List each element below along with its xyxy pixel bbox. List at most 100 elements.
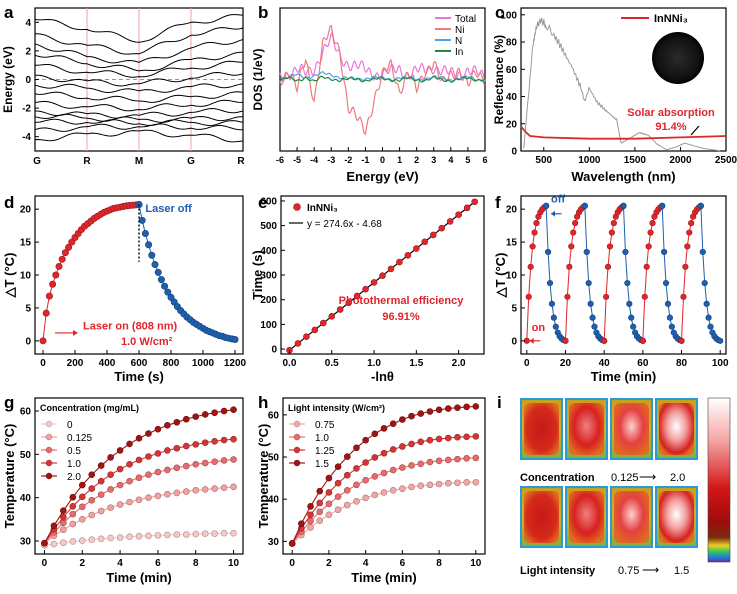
x-tick-label: 6 bbox=[155, 558, 161, 569]
data-point bbox=[344, 502, 350, 508]
y-tick-label: 20 bbox=[506, 119, 518, 130]
x-axis-label: Time (min) bbox=[106, 570, 172, 585]
data-point bbox=[399, 443, 405, 449]
legend-label: 1.5 bbox=[315, 459, 329, 470]
legend-marker bbox=[294, 434, 300, 440]
data-point bbox=[390, 421, 396, 427]
data-point bbox=[308, 518, 314, 524]
x-tick-label: 500 bbox=[535, 155, 552, 166]
on-label: on bbox=[532, 322, 546, 334]
data-point bbox=[661, 249, 667, 255]
data-point bbox=[40, 338, 46, 344]
y-tick-label: 60 bbox=[506, 65, 518, 76]
data-point bbox=[685, 244, 691, 250]
data-point bbox=[145, 495, 151, 501]
data-point bbox=[344, 472, 350, 478]
intensity-range-start: 0.75 bbox=[618, 565, 639, 577]
x-tick-label: 1000 bbox=[192, 358, 215, 369]
data-point bbox=[60, 527, 66, 533]
x-tick-label: 1200 bbox=[224, 358, 247, 369]
x-axis-label: Time (s) bbox=[114, 369, 164, 384]
data-point bbox=[158, 276, 164, 282]
data-point bbox=[98, 536, 104, 542]
data-point bbox=[174, 419, 180, 425]
data-point bbox=[212, 531, 218, 537]
y-axis-label: Temperature (°C) bbox=[2, 424, 17, 529]
data-point bbox=[584, 249, 590, 255]
colorbar bbox=[708, 398, 730, 562]
x-tick-label: R bbox=[237, 156, 245, 167]
data-point bbox=[344, 487, 350, 493]
data-point bbox=[436, 481, 442, 487]
data-point bbox=[145, 431, 151, 437]
data-point bbox=[445, 406, 451, 412]
data-point bbox=[193, 414, 199, 420]
data-point bbox=[700, 249, 706, 255]
data-point bbox=[231, 436, 237, 442]
laser-off-label: Laser off bbox=[145, 203, 192, 215]
y-axis-label: △T (°C) bbox=[493, 253, 508, 299]
legend-marker bbox=[46, 434, 52, 440]
data-point bbox=[704, 301, 710, 307]
y-tick-label: 40 bbox=[506, 92, 518, 103]
data-point bbox=[427, 437, 433, 443]
sample-photo-disk bbox=[652, 32, 704, 84]
legend-marker bbox=[294, 447, 300, 453]
data-point bbox=[174, 445, 180, 451]
data-point bbox=[363, 460, 369, 466]
data-point bbox=[381, 489, 387, 495]
data-point bbox=[570, 230, 576, 236]
data-point bbox=[665, 301, 671, 307]
data-point bbox=[202, 486, 208, 492]
data-point bbox=[611, 220, 617, 226]
data-point bbox=[117, 502, 123, 508]
y-tick-label: 5 bbox=[511, 303, 517, 314]
data-point bbox=[335, 464, 341, 470]
y-tick-label: 5 bbox=[25, 303, 31, 314]
data-point bbox=[117, 535, 123, 541]
data-point bbox=[183, 532, 189, 538]
x-tick-label: 1000 bbox=[578, 155, 601, 166]
y-axis-label: DOS (1/eV) bbox=[251, 48, 265, 110]
cooling-line bbox=[662, 206, 681, 341]
data-point bbox=[337, 307, 343, 313]
cooling-line bbox=[585, 206, 604, 341]
legend-label: InNNi₃ bbox=[307, 203, 338, 214]
x-tick-label: 400 bbox=[99, 358, 116, 369]
x-tick-label: 4 bbox=[448, 155, 453, 165]
legend-marker bbox=[46, 447, 52, 453]
data-point bbox=[289, 540, 295, 546]
y-tick-label: 30 bbox=[20, 537, 32, 548]
data-point bbox=[399, 417, 405, 423]
data-point bbox=[625, 280, 631, 286]
x-tick-label: -2 bbox=[344, 155, 352, 165]
thermal-hotspot bbox=[569, 491, 604, 543]
data-point bbox=[303, 334, 309, 340]
y-tick-label: 15 bbox=[20, 238, 32, 249]
data-point bbox=[436, 436, 442, 442]
data-point bbox=[183, 443, 189, 449]
panel-label: d bbox=[4, 193, 14, 212]
data-point bbox=[221, 530, 227, 536]
data-point bbox=[603, 294, 609, 300]
data-point bbox=[53, 272, 59, 278]
data-point bbox=[202, 460, 208, 466]
thermal-hotspot bbox=[614, 491, 649, 543]
data-point bbox=[335, 507, 341, 513]
x-tick-label: 80 bbox=[676, 358, 688, 369]
y-tick-label: 10 bbox=[20, 271, 32, 282]
data-point bbox=[630, 324, 636, 330]
x-axis-label: Energy (eV) bbox=[346, 169, 418, 184]
data-point bbox=[590, 315, 596, 321]
data-point bbox=[56, 263, 62, 269]
x-tick-label: 200 bbox=[67, 358, 84, 369]
legend-label: 0 bbox=[67, 420, 73, 431]
data-point bbox=[650, 220, 656, 226]
data-point bbox=[317, 518, 323, 524]
data-point bbox=[231, 530, 237, 536]
data-point bbox=[79, 482, 85, 488]
legend-label: 0.125 bbox=[67, 433, 92, 444]
y-tick-label: 600 bbox=[260, 196, 277, 207]
x-tick-label: 20 bbox=[560, 358, 572, 369]
